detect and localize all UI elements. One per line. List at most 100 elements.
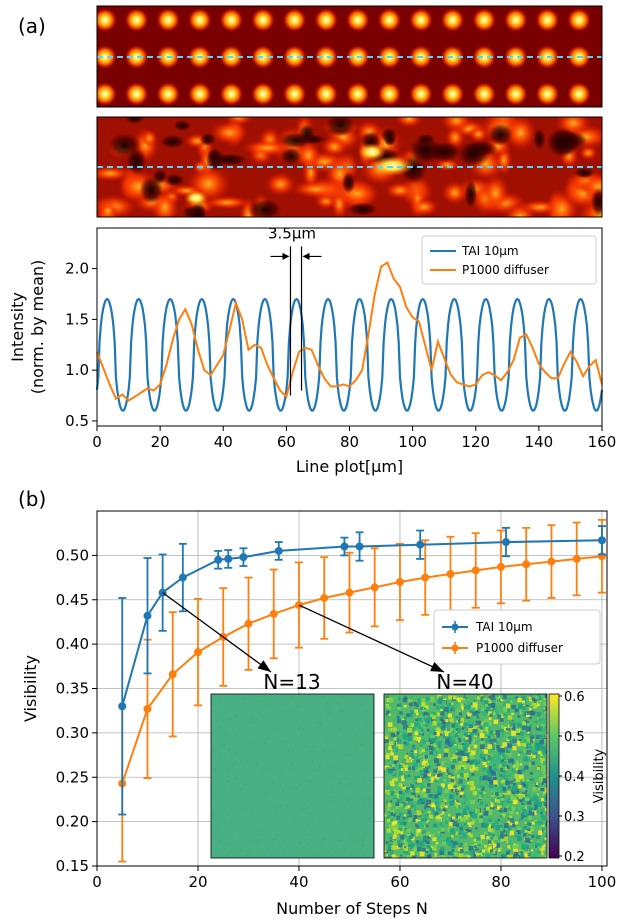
inset-pixel	[528, 762, 533, 767]
y-tick-label: 0.25	[56, 768, 89, 786]
series-diffuser-point	[446, 570, 455, 579]
inset-pixel	[407, 841, 411, 845]
intensity-spot	[314, 45, 339, 69]
inset-pixel	[331, 790, 334, 793]
inset-pixel	[463, 842, 468, 847]
x-tick-label: 140	[525, 433, 554, 451]
inset-pixel	[221, 796, 224, 799]
intensity-spot	[124, 82, 149, 106]
inset-pixel	[282, 841, 285, 844]
inset-pixel	[419, 840, 424, 845]
series-tai-point	[597, 536, 606, 545]
speckle-dark	[298, 123, 315, 143]
inset-pixel	[496, 788, 502, 793]
inset-pixel	[411, 818, 416, 822]
inset-pixel	[452, 758, 456, 763]
inset-pixel	[534, 807, 537, 811]
inset-pixel	[499, 815, 503, 818]
inset-pixel	[514, 774, 519, 778]
inset-pixel	[489, 695, 495, 700]
inset-pixel	[522, 703, 526, 707]
inset-pixel	[530, 808, 536, 813]
inset-pixel	[467, 832, 472, 836]
inset-pixel	[414, 716, 418, 720]
inset-pixel	[469, 724, 473, 729]
inset-pixel	[494, 784, 498, 788]
inset-pixel	[440, 846, 445, 851]
intensity-spot	[97, 82, 117, 106]
inset-pixel	[448, 695, 453, 700]
inset-pixel	[223, 821, 226, 824]
inset-pixel	[526, 713, 530, 718]
inset-pixel	[458, 728, 461, 731]
inset-pixel	[466, 777, 470, 781]
inset-pixel	[423, 707, 427, 711]
inset-pixel	[385, 705, 390, 709]
inset-pixel	[429, 751, 433, 755]
inset-pixel	[482, 758, 486, 762]
inset-pixel	[452, 821, 458, 827]
inset-pixel	[243, 697, 246, 700]
inset-pixel	[267, 741, 270, 744]
inset-pixel	[265, 710, 268, 713]
inset-pixel	[472, 851, 477, 855]
inset-pixel	[305, 771, 308, 774]
inset-pixel	[466, 854, 471, 858]
inset-pixel	[530, 811, 535, 816]
inset-pixel	[450, 851, 455, 856]
inset-pixel	[454, 733, 460, 739]
inset-pixel	[240, 758, 243, 761]
inset-pixel	[451, 771, 455, 775]
y-axis-label: Visibility	[21, 655, 40, 722]
inset-pixel	[437, 818, 441, 822]
inset-pixel	[385, 755, 390, 760]
inset-pixel	[438, 733, 444, 738]
inset-pixel	[391, 745, 395, 749]
inset-pixel	[410, 710, 414, 715]
colorbar-tick-label: 0.5	[564, 730, 585, 745]
inset-pixel	[459, 806, 463, 810]
inset-pixel	[487, 827, 493, 832]
inset-pixel	[426, 724, 429, 727]
inset-pixel	[213, 802, 216, 805]
inset-pixel	[426, 831, 431, 836]
inset-pixel	[434, 744, 438, 748]
inset-pixel	[401, 717, 406, 722]
inset-pixel	[415, 817, 421, 823]
speckle-blob	[290, 180, 342, 198]
inset-pixel	[388, 745, 393, 749]
inset-pixel	[405, 742, 410, 747]
inset-pixel	[427, 771, 430, 774]
inset-pixel	[531, 803, 535, 806]
inset-pixel	[396, 718, 402, 724]
legend-label: P1000 diffuser	[476, 641, 563, 655]
inset-pixel	[422, 721, 426, 725]
inset-pixel	[518, 703, 524, 709]
inset-pixel	[406, 852, 409, 855]
inset-pixel	[239, 700, 242, 703]
inset-pixel	[257, 770, 260, 773]
inset-pixel	[396, 731, 400, 735]
inset-pixel	[457, 712, 460, 716]
inset-pixel	[496, 714, 502, 719]
inset-pixel	[242, 786, 245, 789]
inset-pixel	[464, 831, 467, 834]
inset-pixel	[393, 814, 396, 817]
inset-pixel	[458, 701, 463, 707]
inset-pixel	[273, 838, 276, 841]
inset-pixel	[351, 744, 354, 747]
inset-pixel	[288, 714, 291, 717]
inset-pixel	[434, 778, 439, 783]
inset-pixel	[401, 777, 405, 782]
inset-pixel	[471, 715, 477, 721]
inset-pixel	[535, 726, 540, 731]
inset-pixel	[285, 758, 288, 761]
inset-pixel	[480, 737, 484, 741]
inset-pixel	[487, 756, 492, 761]
inset-pixel	[447, 755, 450, 759]
inset-pixel	[389, 849, 394, 853]
inset-pixel	[226, 813, 229, 816]
inset-pixel	[457, 757, 462, 761]
inset-pixel	[433, 823, 437, 827]
inset-pixel	[332, 765, 335, 768]
